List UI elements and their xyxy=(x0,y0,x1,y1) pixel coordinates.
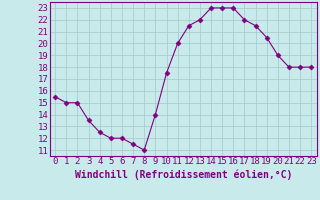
X-axis label: Windchill (Refroidissement éolien,°C): Windchill (Refroidissement éolien,°C) xyxy=(75,169,292,180)
